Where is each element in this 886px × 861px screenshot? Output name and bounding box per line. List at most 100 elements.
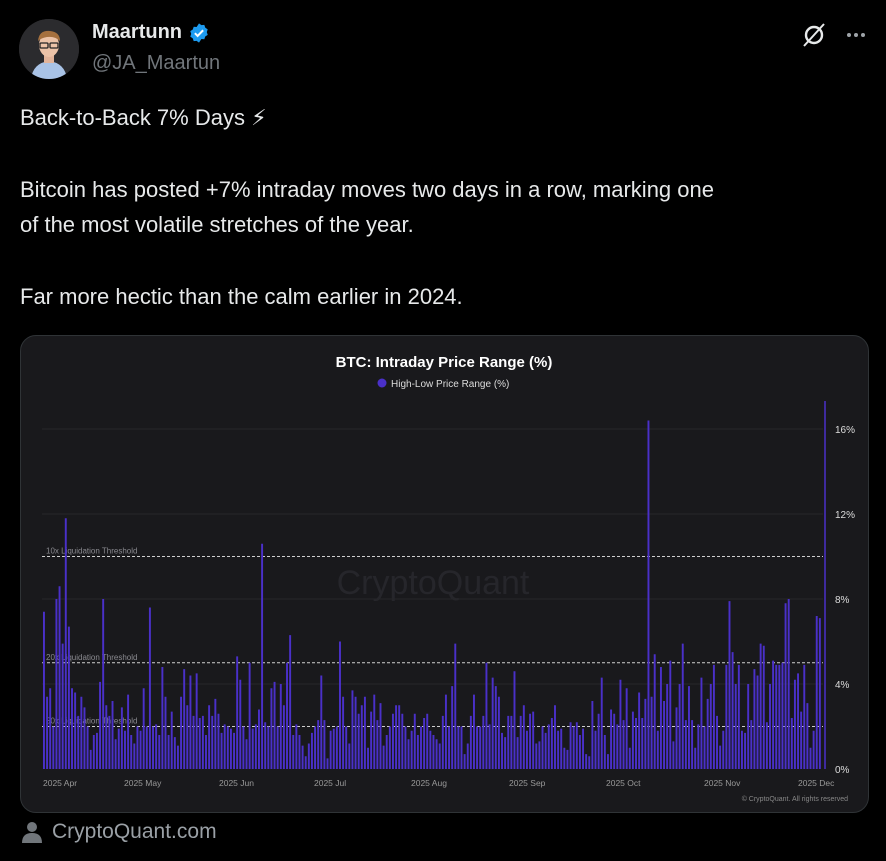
- bar: [594, 730, 597, 769]
- bar: [485, 662, 488, 769]
- bar: [379, 703, 382, 769]
- chart-image-card[interactable]: BTC: Intraday Price Range (%) High-Low Pr…: [20, 335, 869, 813]
- bar: [360, 705, 363, 769]
- author-handle[interactable]: @JA_Maartun: [92, 52, 221, 74]
- bar: [644, 698, 647, 769]
- bar: [155, 724, 158, 769]
- bar: [58, 586, 61, 769]
- bar: [700, 677, 703, 769]
- bar: [787, 599, 790, 769]
- bar: [385, 735, 388, 769]
- bar: [120, 707, 123, 769]
- bar: [582, 728, 584, 769]
- grok-icon[interactable]: [801, 22, 827, 48]
- bar: [463, 754, 466, 769]
- bar: [220, 732, 223, 769]
- watermark: CryptoQuant: [337, 564, 530, 602]
- bar: [606, 754, 609, 769]
- bar: [672, 741, 675, 769]
- bar: [675, 707, 678, 769]
- bar: [716, 715, 718, 769]
- bar: [49, 688, 52, 769]
- bar: [373, 694, 376, 769]
- bar: [603, 735, 606, 769]
- bar: [342, 696, 345, 769]
- bar: [532, 711, 535, 769]
- bar: [395, 705, 398, 769]
- bar: [476, 726, 479, 769]
- bar: [416, 735, 419, 769]
- bar: [569, 722, 572, 769]
- bar: [572, 726, 575, 769]
- bar: [214, 698, 217, 769]
- bar: [152, 726, 154, 769]
- bar: [217, 713, 220, 769]
- bar: [376, 720, 379, 769]
- bar: [635, 718, 637, 769]
- bar: [426, 713, 429, 769]
- bar: [258, 709, 260, 769]
- bar: [737, 664, 740, 769]
- bar: [229, 728, 232, 769]
- bar: [310, 732, 313, 769]
- author-name[interactable]: Maartunn: [92, 21, 210, 44]
- bar: [793, 679, 796, 769]
- bar: [195, 673, 198, 769]
- bar: [784, 603, 787, 769]
- bar: [535, 743, 538, 769]
- bar: [130, 735, 133, 769]
- bar: [510, 715, 513, 769]
- x-tick-label: 2025 May: [124, 778, 162, 788]
- bar: [282, 705, 285, 769]
- bar: [114, 739, 117, 769]
- bar: [688, 686, 690, 769]
- bar: [320, 675, 323, 769]
- bar: [367, 747, 369, 769]
- bar: [198, 718, 201, 769]
- card-source-link[interactable]: CryptoQuant.com: [22, 820, 217, 844]
- bar: [43, 611, 45, 769]
- bar: [703, 726, 706, 769]
- avatar[interactable]: [19, 19, 79, 79]
- bar: [588, 756, 591, 769]
- bar: [622, 720, 625, 769]
- bar: [273, 681, 276, 769]
- bar: [694, 747, 697, 769]
- bar: [479, 726, 482, 769]
- bar: [815, 616, 818, 769]
- bar: [591, 701, 594, 769]
- bar: [71, 688, 73, 769]
- threshold-label: 10x Liquidation Threshold: [46, 547, 137, 556]
- bar: [407, 739, 410, 769]
- bar: [722, 730, 725, 769]
- bar: [806, 703, 809, 769]
- bar: [744, 732, 747, 769]
- y-tick-label: 16%: [835, 425, 855, 436]
- bar: [803, 664, 806, 769]
- person-icon: [22, 822, 42, 843]
- bar: [525, 730, 528, 769]
- bar: [491, 677, 494, 769]
- bar: [233, 732, 236, 769]
- bar: [600, 677, 603, 769]
- x-tick-label: 2025 Jul: [314, 778, 346, 788]
- threshold-label: 20x Liquidation Threshold: [46, 653, 137, 662]
- bar: [167, 735, 170, 769]
- bar: [298, 735, 301, 769]
- bar: [108, 715, 111, 769]
- x-tick-label: 2025 Sep: [509, 778, 546, 788]
- bar: [516, 737, 519, 769]
- bar: [208, 705, 211, 769]
- x-tick-label: 2025 Jun: [219, 778, 254, 788]
- bar: [775, 664, 778, 769]
- bar: [619, 679, 622, 769]
- bar: [778, 664, 781, 769]
- bar: [201, 715, 204, 769]
- bar: [438, 743, 441, 769]
- bar: [653, 654, 656, 769]
- bar: [55, 599, 58, 769]
- more-options-icon[interactable]: [843, 22, 869, 48]
- bar: [279, 684, 282, 769]
- bar: [401, 713, 404, 769]
- bar: [127, 694, 130, 769]
